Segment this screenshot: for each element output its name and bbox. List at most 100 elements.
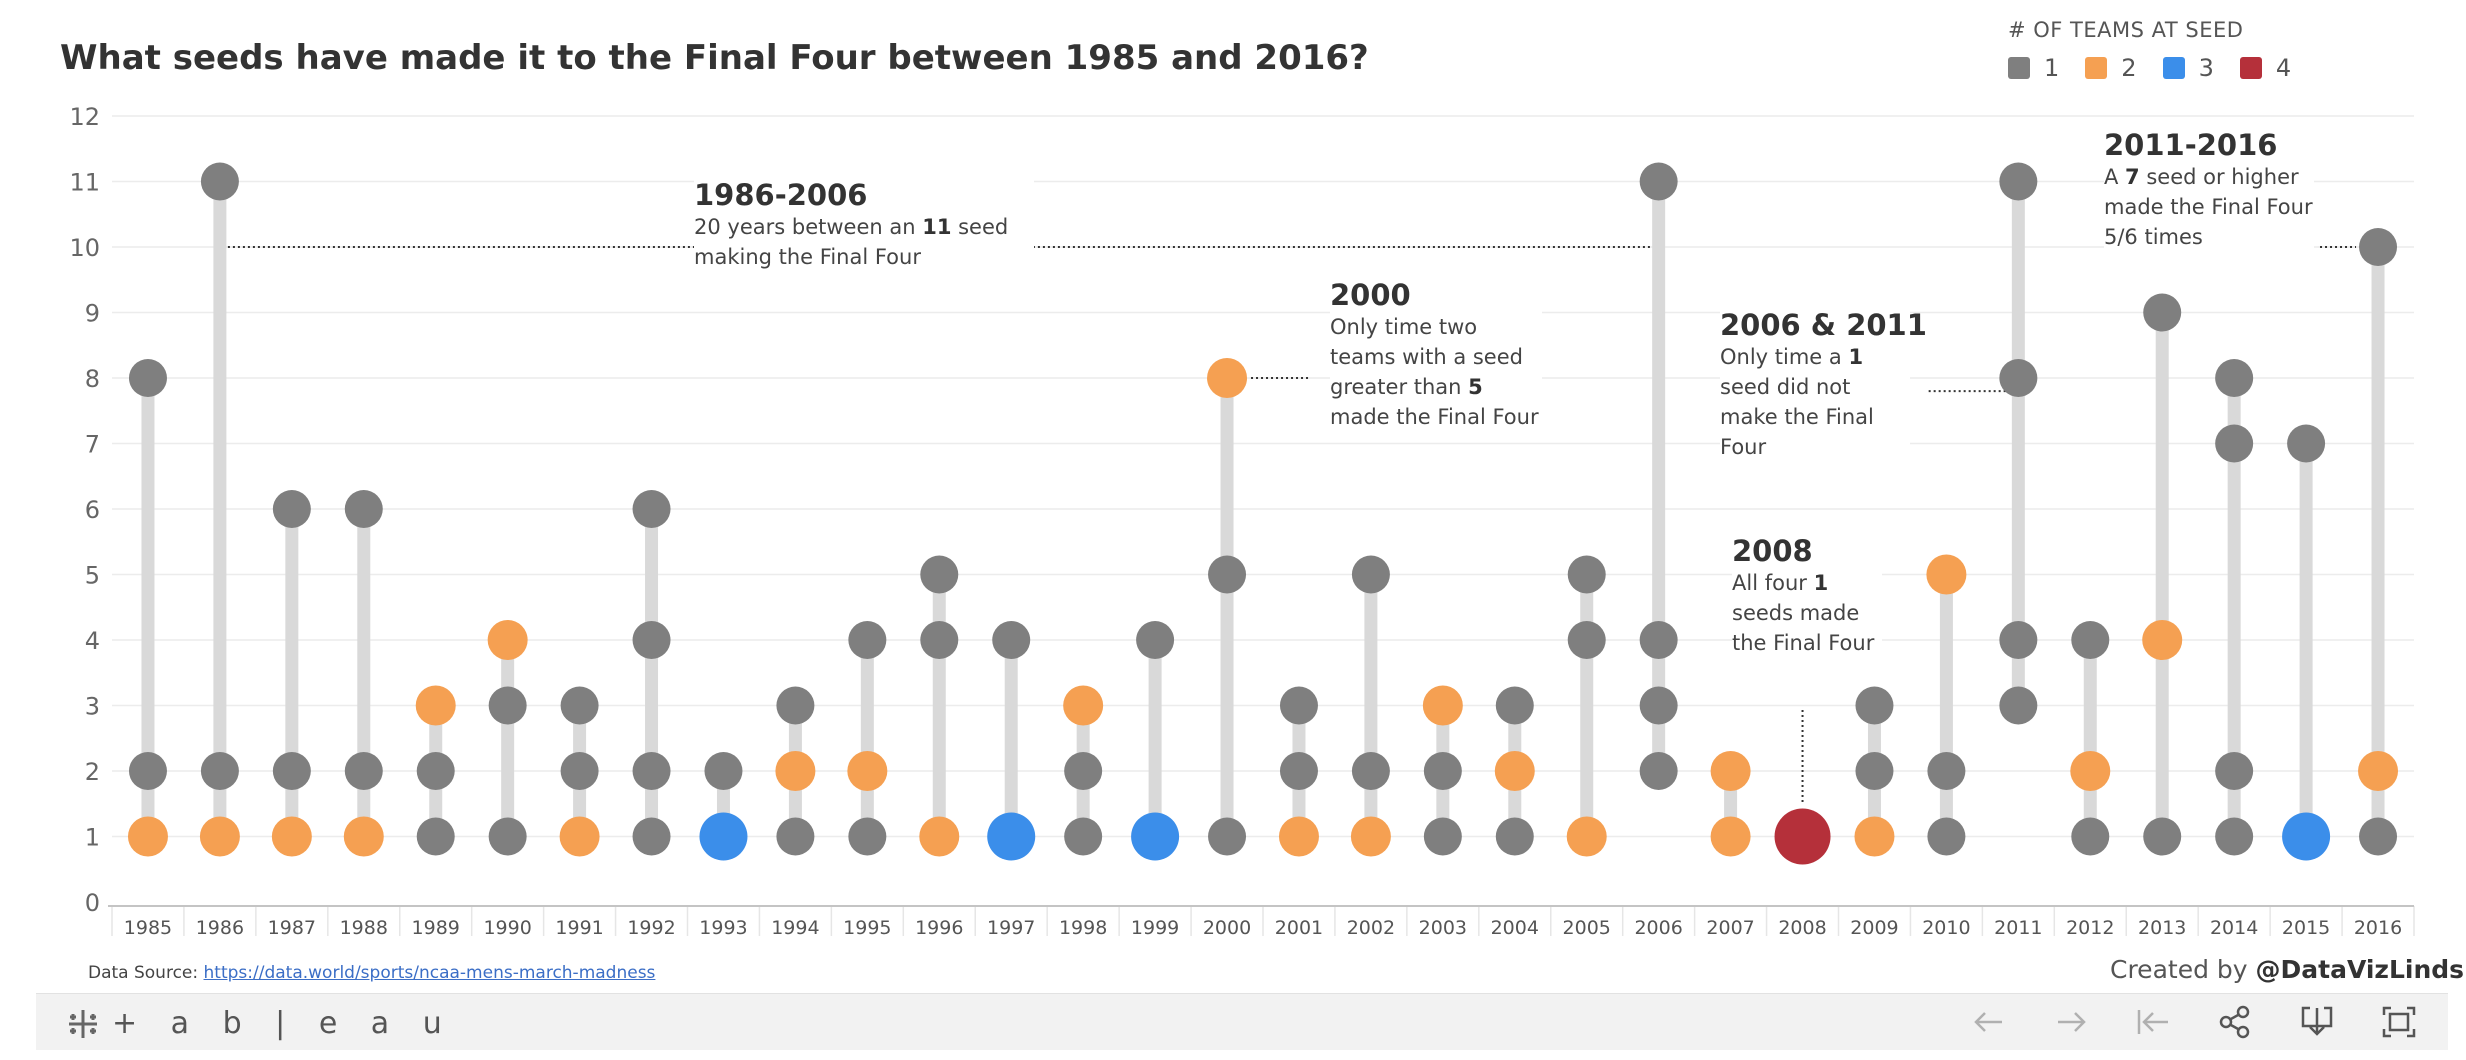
fullscreen-icon xyxy=(2382,1006,2416,1038)
annotation-2006-2011-title: 2006 & 2011 xyxy=(1720,308,1927,342)
data-source-link[interactable]: https://data.world/sports/ncaa-mens-marc… xyxy=(203,963,656,983)
revert-button[interactable] xyxy=(2134,1004,2172,1040)
share-button[interactable] xyxy=(2216,1004,2254,1040)
tableau-logo[interactable]: + a b | e a u xyxy=(66,1006,454,1041)
legend-item-1[interactable]: 1 xyxy=(2008,54,2059,82)
x-tick-label-1988: 1988 xyxy=(340,917,388,939)
annotation-2006-2011-body: Only time a 1 seed did not make the Fina… xyxy=(1720,345,1874,459)
x-tick-label-1986: 1986 xyxy=(196,917,244,939)
y-tick-label-11: 11 xyxy=(69,169,100,197)
seed-dot-2013-seed-1 xyxy=(2143,817,2182,856)
seed-dot-2000-seed-1 xyxy=(1208,817,1247,856)
x-tick-label-1994: 1994 xyxy=(771,917,819,939)
seed-dot-1985-seed-2 xyxy=(128,752,167,790)
fullscreen-button[interactable] xyxy=(2380,1004,2418,1040)
seed-dot-2007-seed-1 xyxy=(1710,816,1751,857)
seed-dot-1997-seed-4 xyxy=(992,621,1031,659)
credit: Created by @DataVizLinds xyxy=(2110,955,2464,984)
seed-dot-2014-seed-2 xyxy=(2215,752,2254,790)
x-tick-label-1998: 1998 xyxy=(1059,917,1107,939)
seed-dot-2013-seed-9 xyxy=(2143,293,2182,332)
seed-dot-2011-seed-4 xyxy=(1999,621,2038,659)
x-tick-label-1999: 1999 xyxy=(1131,917,1179,939)
annotation-2011-2016: 2011-2016 A 7 seed or higher made the Fi… xyxy=(2104,126,2314,254)
annotation-1986-2006: 1986-2006 20 years between an 11 seed ma… xyxy=(694,176,1034,274)
y-tick-label-1: 1 xyxy=(85,824,100,852)
x-tick-label-1985: 1985 xyxy=(124,917,172,939)
x-tick-label-2007: 2007 xyxy=(1706,917,1754,939)
seed-dot-1991-seed-1 xyxy=(559,816,600,857)
seed-dot-1990-seed-3 xyxy=(488,686,527,725)
seed-dot-2006-seed-11 xyxy=(1639,162,1678,201)
seed-dot-1987-seed-2 xyxy=(272,752,311,790)
seed-dot-1987-seed-6 xyxy=(272,490,311,528)
x-tick-label-2001: 2001 xyxy=(1275,917,1323,939)
legend-label-2: 2 xyxy=(2121,54,2137,82)
annotation-2011-2016-body: A 7 seed or higher made the Final Four 5… xyxy=(2104,165,2313,249)
seed-dot-2006-seed-4 xyxy=(1639,621,1678,659)
seed-dot-2004-seed-1 xyxy=(1495,817,1534,856)
x-tick-label-2005: 2005 xyxy=(1563,917,1611,939)
tableau-cross-icon xyxy=(69,1009,97,1038)
annotation-2000-title: 2000 xyxy=(1330,278,1411,312)
seed-dot-2011-seed-8 xyxy=(1999,359,2038,397)
tableau-logo-text: + a b | e a u xyxy=(112,1006,454,1041)
seed-dot-1993-seed-1 xyxy=(699,812,748,861)
x-tick-label-2003: 2003 xyxy=(1419,917,1467,939)
x-tick-label-1995: 1995 xyxy=(843,917,891,939)
seed-dot-1985-seed-8 xyxy=(128,359,167,397)
y-tick-label-12: 12 xyxy=(69,103,100,131)
seed-dot-1992-seed-2 xyxy=(632,752,671,790)
seed-dot-2014-seed-7 xyxy=(2215,424,2254,463)
annotation-1986-2006-body: 20 years between an 11 seed making the F… xyxy=(694,215,1009,269)
seed-dot-2006-seed-3 xyxy=(1639,686,1678,725)
annotation-2000: 2000 Only time two teams with a seed gre… xyxy=(1330,276,1542,434)
seed-dot-1996-seed-5 xyxy=(920,555,959,594)
x-tick-label-2004: 2004 xyxy=(1491,917,1539,939)
legend-swatch-1 xyxy=(2008,57,2030,79)
y-tick-label-9: 9 xyxy=(85,300,100,328)
seed-dot-1988-seed-6 xyxy=(344,490,383,528)
seed-dot-2011-seed-11 xyxy=(1999,162,2038,201)
x-tick-label-1989: 1989 xyxy=(412,917,460,939)
seed-dot-2012-seed-1 xyxy=(2071,817,2110,856)
legend-item-2[interactable]: 2 xyxy=(2085,54,2137,82)
credit-name: @DataVizLinds xyxy=(2255,955,2465,984)
seed-dot-1989-seed-3 xyxy=(415,685,456,726)
x-tick-label-1997: 1997 xyxy=(987,917,1035,939)
legend-label-1: 1 xyxy=(2044,54,2060,82)
seed-dot-1994-seed-3 xyxy=(776,686,815,725)
seed-dot-2010-seed-2 xyxy=(1927,752,1966,790)
x-tick-label-2002: 2002 xyxy=(1347,917,1395,939)
seed-dot-2013-seed-4 xyxy=(2142,620,2183,660)
legend: # OF TEAMS AT SEED 1 2 3 4 xyxy=(2008,18,2317,82)
legend-item-4[interactable]: 4 xyxy=(2239,54,2291,82)
seed-dot-1999-seed-1 xyxy=(1131,812,1180,861)
download-button[interactable] xyxy=(2298,1004,2336,1040)
seed-dot-1999-seed-4 xyxy=(1136,621,1175,659)
y-tick-label-3: 3 xyxy=(85,693,100,721)
seed-dot-2003-seed-2 xyxy=(1423,752,1462,790)
seed-dot-1994-seed-2 xyxy=(775,751,816,791)
seed-dot-1994-seed-1 xyxy=(776,817,815,856)
x-tick-label-2016: 2016 xyxy=(2354,917,2402,939)
undo-button[interactable] xyxy=(1970,1004,2008,1040)
y-tick-label-6: 6 xyxy=(85,496,100,524)
y-tick-label-10: 10 xyxy=(69,234,100,262)
chart-title: What seeds have made it to the Final Fou… xyxy=(60,38,1369,78)
seed-dot-2014-seed-8 xyxy=(2215,359,2254,397)
seed-dot-2010-seed-5 xyxy=(1926,554,1967,595)
seed-dot-2010-seed-1 xyxy=(1927,817,1966,856)
seed-dot-2009-seed-2 xyxy=(1855,752,1894,790)
redo-button[interactable] xyxy=(2052,1004,2090,1040)
seed-dot-1988-seed-2 xyxy=(344,752,383,790)
seed-dot-1992-seed-6 xyxy=(632,490,671,528)
seed-dot-2001-seed-3 xyxy=(1279,686,1318,725)
credit-prefix: Created by xyxy=(2110,955,2256,984)
annotation-2006-2011: 2006 & 2011 Only time a 1 seed did not m… xyxy=(1720,306,1927,464)
legend-item-3[interactable]: 3 xyxy=(2162,54,2214,82)
seed-dot-2001-seed-1 xyxy=(1278,816,1319,857)
seed-dot-1987-seed-1 xyxy=(271,816,312,857)
y-tick-label-0: 0 xyxy=(85,889,100,917)
